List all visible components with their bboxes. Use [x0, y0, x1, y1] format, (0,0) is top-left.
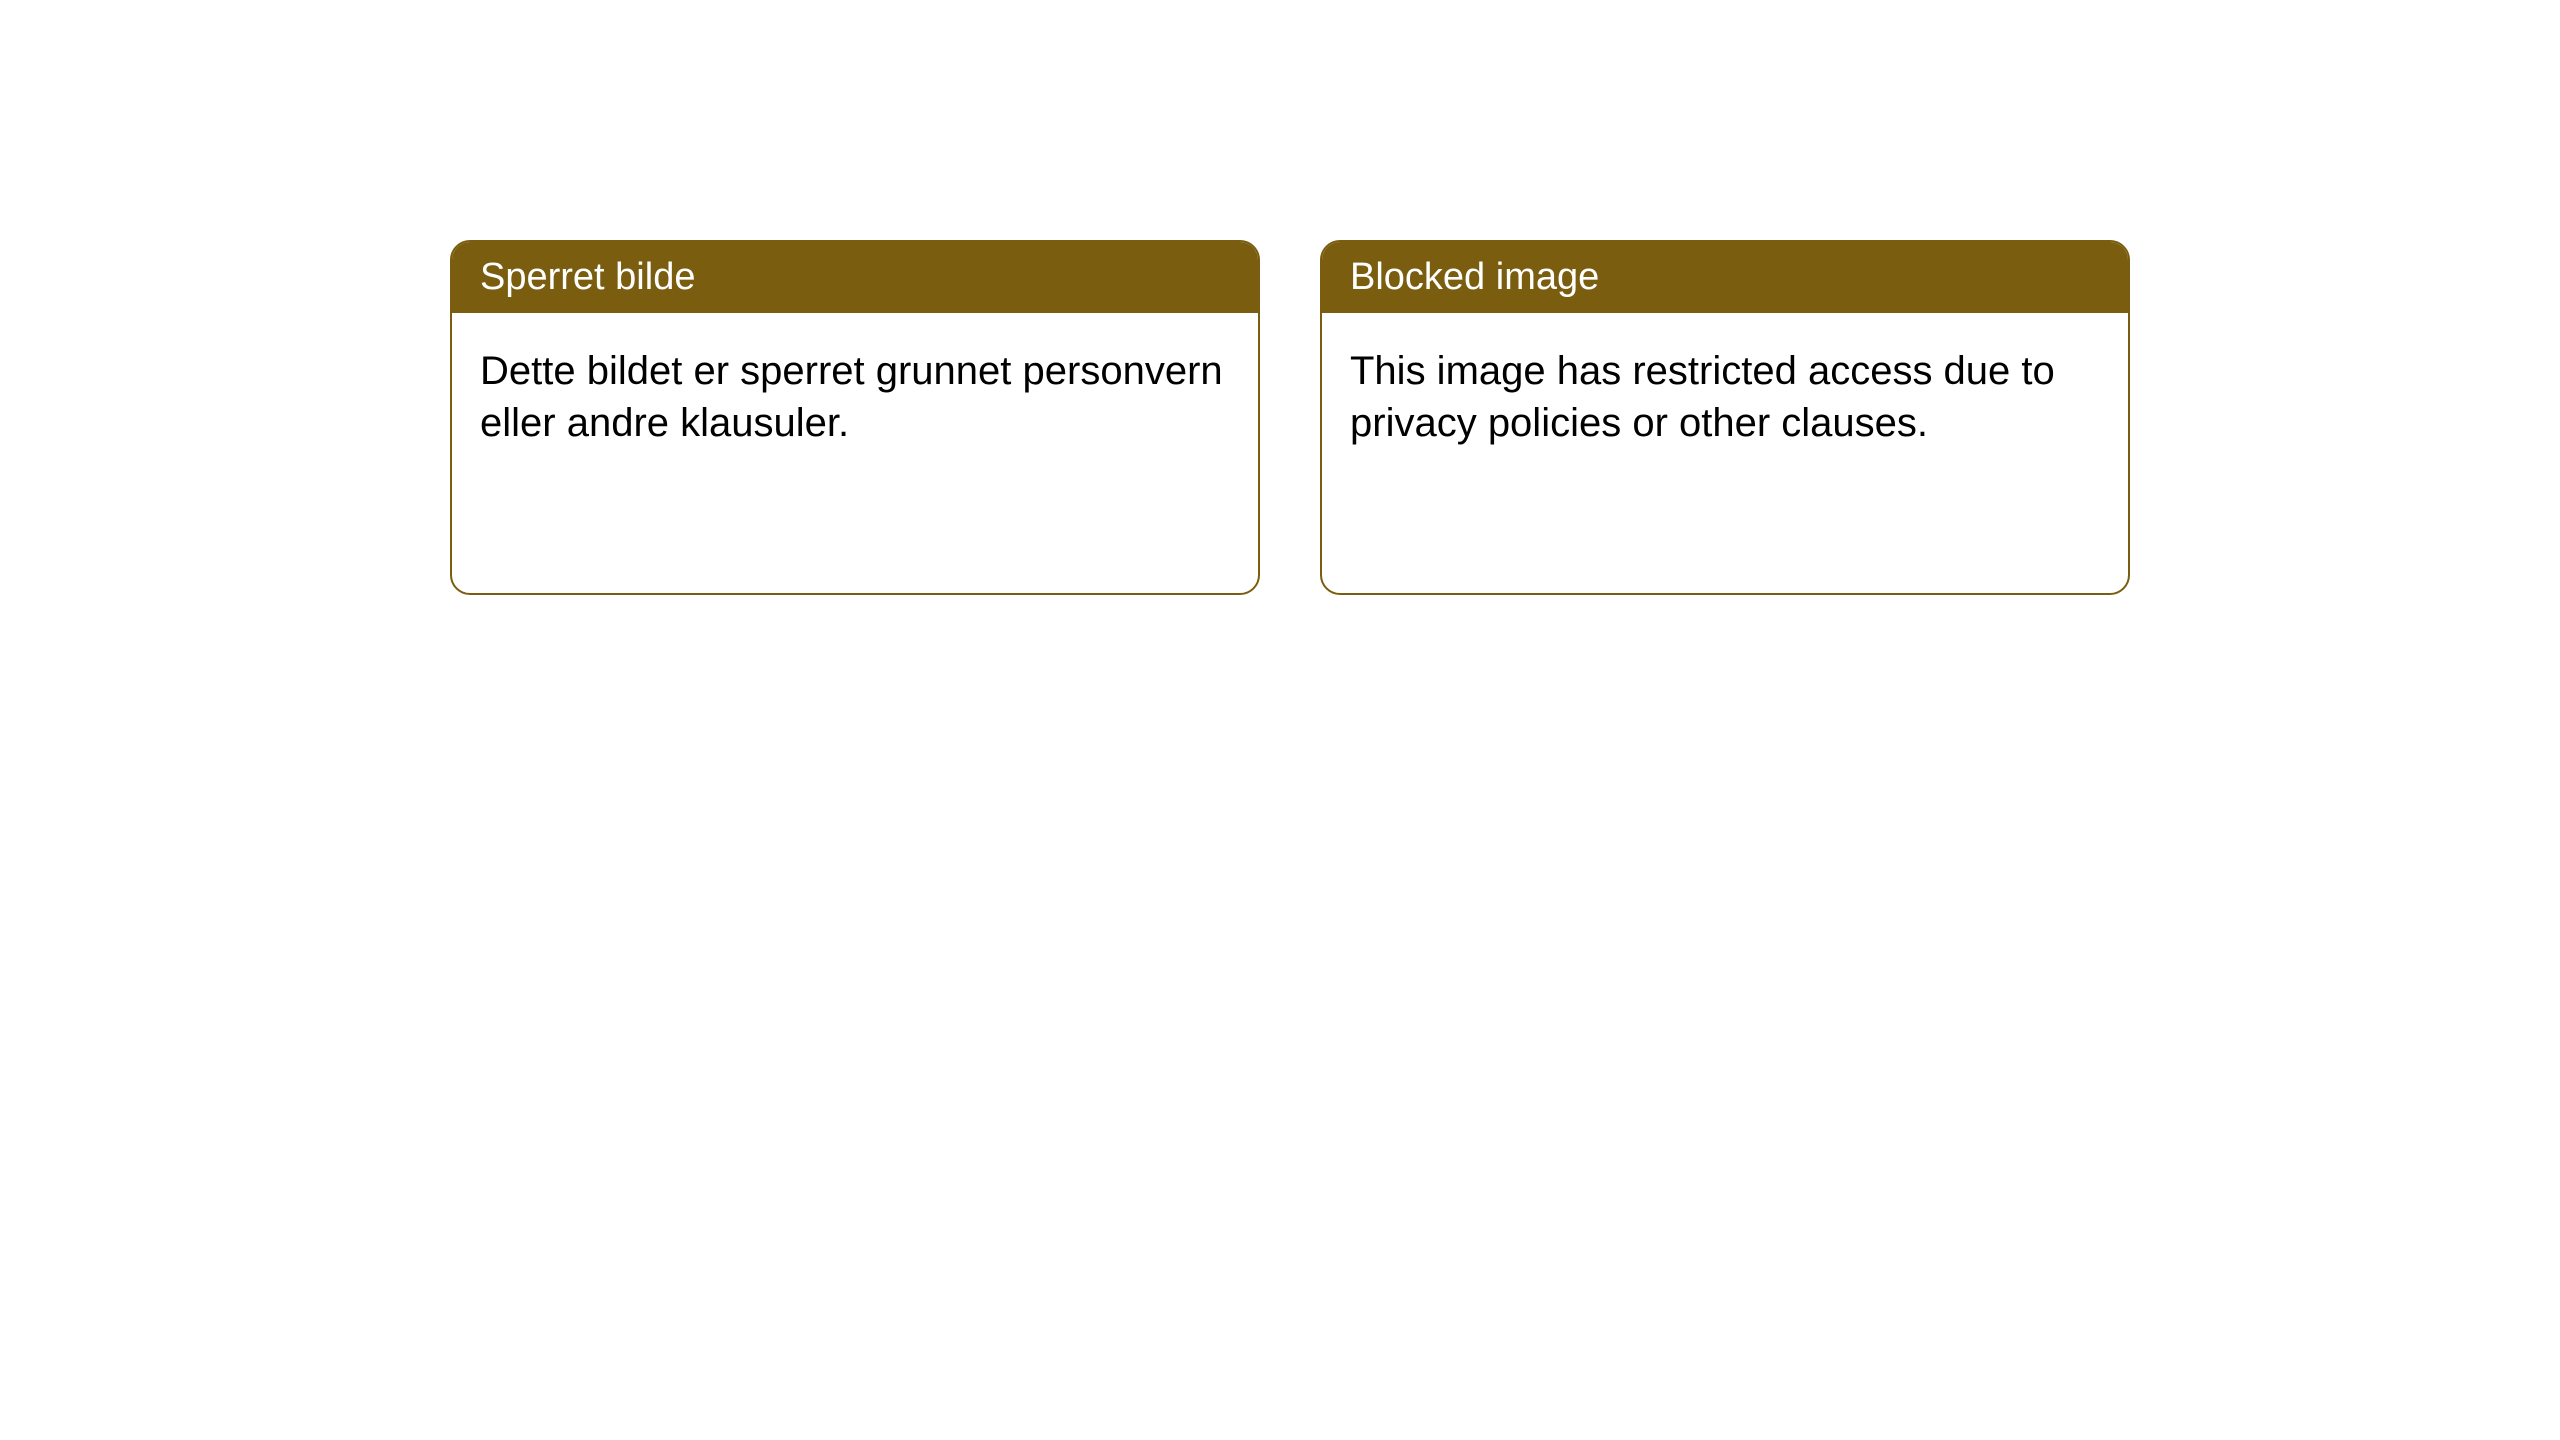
notice-title: Sperret bilde [480, 256, 695, 298]
notice-card-english: Blocked image This image has restricted … [1320, 240, 2130, 595]
notice-header: Blocked image [1322, 242, 2128, 313]
notice-header: Sperret bilde [452, 242, 1258, 313]
notice-body: This image has restricted access due to … [1322, 313, 2128, 593]
notice-title: Blocked image [1350, 256, 1599, 298]
notice-card-norwegian: Sperret bilde Dette bildet er sperret gr… [450, 240, 1260, 595]
notice-body-text: This image has restricted access due to … [1350, 349, 2055, 445]
notice-body-text: Dette bildet er sperret grunnet personve… [480, 349, 1223, 445]
notice-body: Dette bildet er sperret grunnet personve… [452, 313, 1258, 593]
notice-container: Sperret bilde Dette bildet er sperret gr… [0, 0, 2560, 595]
